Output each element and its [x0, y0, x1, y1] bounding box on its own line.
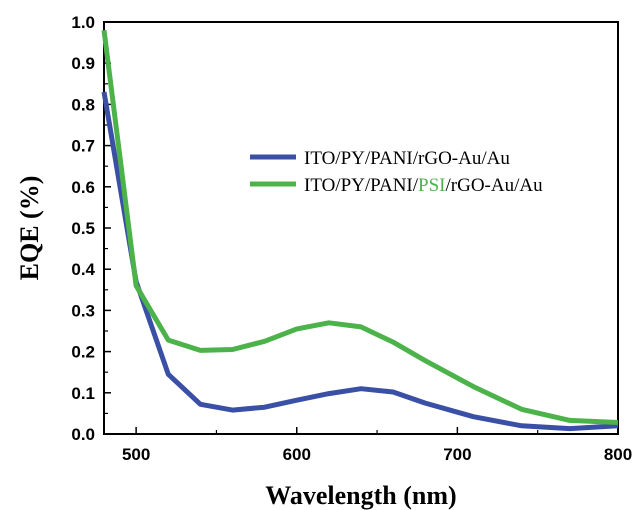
legend: ITO/PY/PANI/rGO-Au/Au ITO/PY/PANI/PSI/rG…	[250, 148, 543, 196]
series-line-1	[101, 91, 619, 432]
y-tick-label: 0.1	[71, 384, 95, 403]
y-tick-label: 0.0	[71, 425, 95, 444]
y-tick-label: 0.4	[71, 260, 95, 279]
series-line-2	[101, 29, 619, 425]
x-tick-label: 600	[283, 445, 311, 464]
plot-frame	[103, 21, 619, 435]
legend-label-series-2-part-2: PSI	[418, 175, 445, 196]
x-axis-ticks: 500 600 700 800	[122, 427, 632, 464]
legend-label-series-2-part-1: ITO/PY/PANI/	[304, 175, 419, 196]
y-tick-label: 0.2	[71, 343, 95, 362]
y-tick-label: 0.8	[71, 95, 95, 114]
y-tick-label: 0.6	[71, 178, 95, 197]
y-tick-label: 0.3	[71, 301, 95, 320]
y-tick-label: 0.5	[71, 219, 95, 238]
y-axis-ticks: 0.0 0.1 0.2 0.3 0.4 0.5 0.6 0.7 0.8 0.9 1.0	[71, 13, 111, 444]
legend-label-series-2: ITO/PY/PANI/PSI/rGO-Au/Au	[304, 175, 543, 196]
y-tick-label: 0.7	[71, 137, 95, 156]
legend-label-series-1: ITO/PY/PANI/rGO-Au/Au	[304, 148, 510, 169]
x-tick-label: 500	[122, 445, 150, 464]
x-tick-label: 700	[443, 445, 471, 464]
x-tick-label: 800	[604, 445, 632, 464]
y-axis-title: EQE (%)	[15, 176, 44, 281]
y-tick-label: 1.0	[71, 13, 95, 32]
y-tick-label: 0.9	[71, 54, 95, 73]
series-layer	[101, 29, 619, 432]
legend-label-series-2-part-3: /rGO-Au/Au	[446, 175, 544, 196]
x-axis-title: Wavelength (nm)	[265, 481, 456, 510]
